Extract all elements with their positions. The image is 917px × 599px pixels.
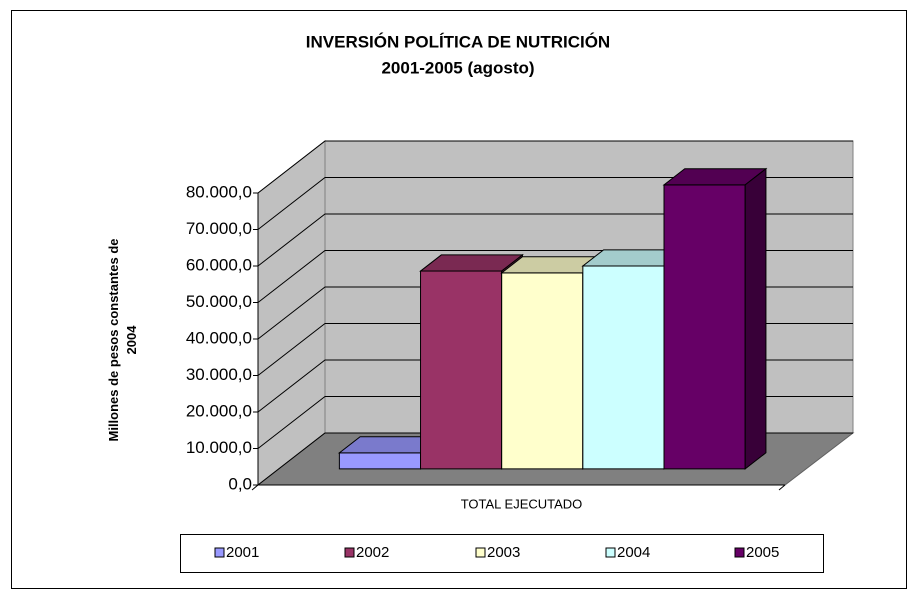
y-axis-title-line: 2004	[124, 325, 139, 355]
y-tick-label: 10.000,0	[186, 438, 252, 457]
y-tick-label: 50.000,0	[186, 292, 252, 311]
x-tick-label: TOTAL EJECUTADO	[461, 496, 583, 511]
y-tick-label: 60.000,0	[186, 255, 252, 274]
legend-label: 2001	[226, 544, 259, 561]
y-axis-title: Millones de pesos constantes de 2004	[106, 239, 139, 442]
y-tick-label: 80.000,0	[186, 182, 252, 201]
grid-line	[257, 140, 853, 194]
x-tick	[778, 484, 786, 491]
bar-front	[338, 452, 422, 470]
legend-swatch	[475, 547, 486, 558]
bar-side	[744, 167, 767, 470]
y-tick-label: 20.000,0	[186, 401, 252, 420]
y-tick-label: 40.000,0	[186, 328, 252, 347]
y-axis-title-line: Millones de pesos constantes de	[106, 239, 121, 442]
legend-swatch	[605, 547, 616, 558]
bar-front	[582, 265, 665, 470]
legend-label: 2003	[487, 544, 520, 561]
legend-label: 2005	[746, 544, 779, 561]
y-tick-label: 70.000,0	[186, 219, 252, 238]
y-tick-label: 30.000,0	[186, 365, 252, 384]
bar-front	[501, 272, 584, 470]
y-tick-label: 0,0	[228, 474, 252, 493]
legend-label: 2004	[617, 544, 650, 561]
legend-label: 2002	[356, 544, 389, 561]
legend-swatch	[734, 547, 745, 558]
legend-swatch	[214, 547, 225, 558]
chart-subtitle: 2001-2005 (agosto)	[381, 58, 534, 77]
legend-box	[180, 534, 824, 573]
bar-front	[420, 270, 503, 470]
bar-front	[663, 184, 746, 470]
x-tick	[251, 484, 259, 491]
legend-swatch	[344, 547, 355, 558]
chart-title: INVERSIÓN POLÍTICA DE NUTRICIÓN	[306, 32, 610, 51]
